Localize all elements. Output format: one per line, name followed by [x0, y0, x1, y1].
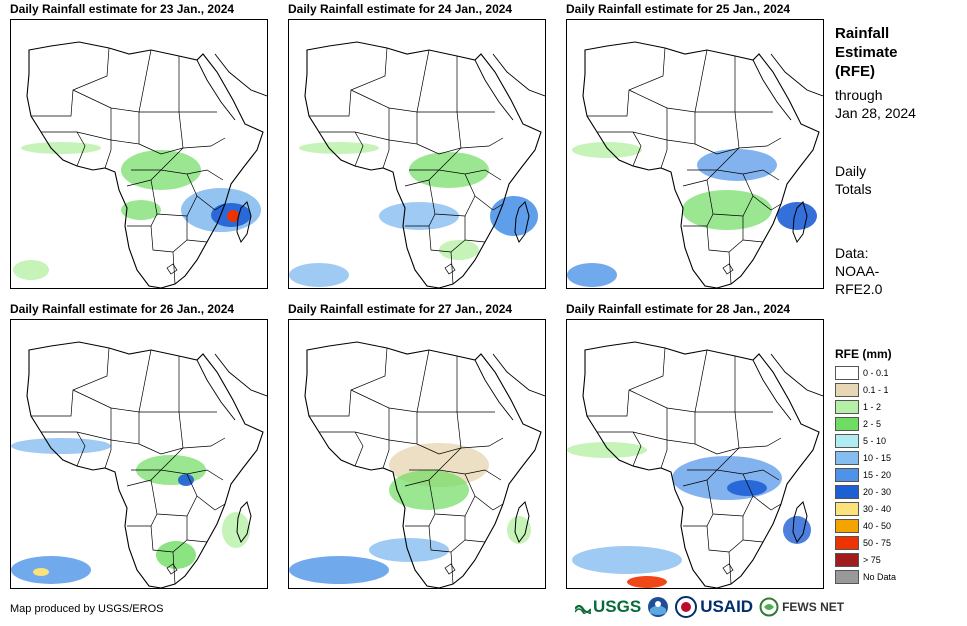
- legend-swatch: [835, 553, 859, 567]
- legend-item: No Data: [835, 570, 925, 587]
- legend-item: 0 - 0.1: [835, 366, 925, 383]
- rain-areas: [11, 438, 250, 584]
- rainfall-map: [10, 19, 268, 289]
- legend-swatch: [835, 417, 859, 431]
- legend-swatch: [835, 519, 859, 533]
- fewsnet-globe-icon: [759, 597, 779, 617]
- africa-map-graphic: [567, 41, 823, 288]
- legend-item: 30 - 40: [835, 502, 925, 519]
- noaa-emblem-icon: [648, 597, 669, 617]
- legend-swatch: [835, 485, 859, 499]
- africa-map-graphic: [567, 341, 823, 588]
- rain-areas: [13, 142, 261, 280]
- legend-swatch: [835, 570, 859, 584]
- legend-label: 15 - 20: [863, 470, 892, 480]
- legend-label: 0.1 - 1: [863, 385, 889, 395]
- legend-swatch: [835, 434, 859, 448]
- legend-swatch: [835, 536, 859, 550]
- legend-swatch: [835, 502, 859, 516]
- africa-map-graphic: [13, 41, 267, 288]
- legend-item: 10 - 15: [835, 451, 925, 468]
- rain-areas: [289, 443, 531, 584]
- panel-title: Daily Rainfall estimate for 27 Jan., 202…: [288, 302, 513, 316]
- source-line-1: NOAA-: [835, 263, 880, 279]
- usaid-text: USAID: [700, 597, 754, 616]
- rainfall-panel-jan24: Daily Rainfall estimate for 24 Jan., 202…: [288, 2, 546, 289]
- legend-label: 1 - 2: [863, 402, 882, 412]
- usgs-wave-icon: [575, 604, 591, 614]
- rainfall-map: [566, 319, 824, 589]
- legend-item: 20 - 30: [835, 485, 925, 502]
- usaid-logo: USAID: [675, 596, 753, 618]
- legend-label: 0 - 0.1: [863, 368, 889, 378]
- africa-map-graphic: [11, 341, 267, 588]
- legend-label: 30 - 40: [863, 504, 892, 514]
- through-date: Jan 28, 2024: [835, 105, 916, 121]
- map-credit: Map produced by USGS/EROS: [10, 603, 164, 615]
- legend-item: 2 - 5: [835, 417, 925, 434]
- rainfall-panel-jan25: Daily Rainfall estimate for 25 Jan., 202…: [566, 2, 824, 289]
- legend-label: 20 - 30: [863, 487, 892, 497]
- rainfall-map: [288, 19, 546, 289]
- legend-label: > 75: [863, 555, 881, 565]
- rainfall-panel-jan27: Daily Rainfall estimate for 27 Jan., 202…: [288, 302, 546, 589]
- rainfall-map: [288, 319, 546, 589]
- legend-label: 50 - 75: [863, 538, 892, 548]
- data-source-block: Data: NOAA- RFE2.0: [835, 244, 882, 298]
- legend-swatch: [835, 366, 859, 380]
- legend-swatch: [835, 468, 859, 482]
- totals-label: Totals: [835, 181, 872, 197]
- legend-label: 2 - 5: [863, 419, 882, 429]
- legend-label: 10 - 15: [863, 453, 892, 463]
- usgs-logo: USGS: [575, 597, 641, 617]
- legend-swatch: [835, 451, 859, 465]
- rainfall-panel-jan26: Daily Rainfall estimate for 26 Jan., 202…: [10, 302, 268, 589]
- legend-swatch: [835, 383, 859, 397]
- legend-label: 40 - 50: [863, 521, 892, 531]
- rainfall-map: [566, 19, 824, 289]
- fewsnet-text: FEWS NET: [782, 600, 845, 614]
- legend-item: > 75: [835, 553, 925, 570]
- legend-item: 1 - 2: [835, 400, 925, 417]
- rainfall-map: [10, 319, 268, 589]
- title-line-2: Estimate: [835, 44, 898, 61]
- through-block: through Jan 28, 2024: [835, 86, 916, 122]
- source-line-2: RFE2.0: [835, 281, 883, 297]
- daily-block: Daily Totals: [835, 162, 872, 198]
- usgs-text: USGS: [593, 597, 642, 616]
- legend-title: RFE (mm): [835, 347, 892, 361]
- noaa-logo: [647, 596, 669, 618]
- legend-item: 50 - 75: [835, 536, 925, 553]
- panel-title: Daily Rainfall estimate for 26 Jan., 202…: [10, 302, 235, 316]
- panel-title: Daily Rainfall estimate for 28 Jan., 202…: [566, 302, 791, 316]
- legend-label: 5 - 10: [863, 436, 887, 446]
- legend-label: No Data: [863, 572, 897, 582]
- fewsnet-logo: FEWS NET: [759, 597, 844, 617]
- legend-item: 5 - 10: [835, 434, 925, 451]
- rainfall-panel-jan23: Daily Rainfall estimate for 23 Jan., 202…: [10, 2, 268, 289]
- daily-label: Daily: [835, 163, 867, 179]
- title-line-3: (RFE): [835, 63, 875, 80]
- legend: 0 - 0.1 0.1 - 1 1 - 2 2 - 5 5 - 10 10 - 15 15 …: [835, 366, 925, 587]
- partner-logos: USGS USAID FEWS NET: [575, 595, 850, 619]
- legend-item: 15 - 20: [835, 468, 925, 485]
- legend-swatch: [835, 400, 859, 414]
- rain-areas: [567, 142, 817, 287]
- africa-map-graphic: [289, 41, 545, 288]
- legend-item: 40 - 50: [835, 519, 925, 536]
- data-label: Data:: [835, 245, 869, 261]
- rainfall-panel-jan28: Daily Rainfall estimate for 28 Jan., 202…: [566, 302, 824, 589]
- title-line-1: Rainfall: [835, 25, 890, 42]
- rain-areas: [567, 442, 811, 588]
- panel-title: Daily Rainfall estimate for 23 Jan., 202…: [10, 2, 235, 16]
- through-label: through: [835, 87, 883, 103]
- africa-map-graphic: [289, 341, 545, 588]
- legend-item: 0.1 - 1: [835, 383, 925, 400]
- panel-title: Daily Rainfall estimate for 24 Jan., 202…: [288, 2, 513, 16]
- usaid-seal-icon: [675, 596, 698, 618]
- panel-title: Daily Rainfall estimate for 25 Jan., 202…: [566, 2, 791, 16]
- rfe-title: Rainfall Estimate (RFE): [835, 24, 898, 81]
